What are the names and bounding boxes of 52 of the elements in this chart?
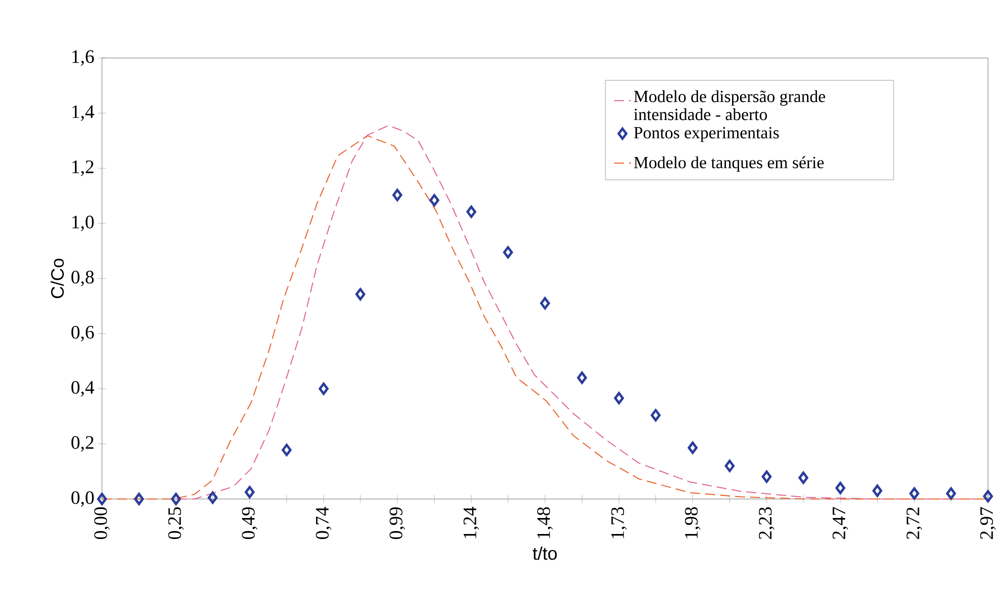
point xyxy=(540,297,550,310)
y-tick-label: 1,6 xyxy=(72,50,94,66)
point xyxy=(798,472,808,484)
y-tick-label: 1,4 xyxy=(72,105,94,121)
point xyxy=(724,460,735,472)
point xyxy=(650,409,661,422)
x-tick-label: 0,74 xyxy=(316,506,332,540)
x-tick-label: 2,23 xyxy=(758,507,774,539)
point xyxy=(983,490,993,502)
x-tick-label: 0,49 xyxy=(242,507,258,540)
y-tick-label: 0,0 xyxy=(71,491,94,507)
legend-label: Modelo de dispersão grande intensidade - aberto xyxy=(634,90,826,120)
point xyxy=(909,487,920,500)
x-tick-label: 2,72 xyxy=(906,508,922,539)
point xyxy=(688,442,698,454)
point xyxy=(577,372,587,384)
x-axis-title: t/to xyxy=(532,546,557,560)
x-tick-label: 2,47 xyxy=(832,507,848,539)
x-tick-label: 0,00 xyxy=(94,507,110,540)
point xyxy=(835,482,846,494)
x-tick-label: 1,24 xyxy=(464,506,480,538)
y-tick-label: 0,2 xyxy=(71,436,94,452)
x-tick-label: 1,73 xyxy=(611,507,627,538)
point xyxy=(134,492,144,506)
point xyxy=(392,188,402,202)
x-tick-label: 0,99 xyxy=(390,507,406,540)
x-tick-label: 2,97 xyxy=(980,507,996,539)
point xyxy=(355,288,366,300)
x-tick-label: 0,25 xyxy=(168,507,184,540)
legend-label: Pontos experimentais xyxy=(634,127,779,142)
y-tick-label: 1,0 xyxy=(72,216,94,232)
point xyxy=(466,206,476,218)
point xyxy=(208,491,218,504)
y-tick-label: 0,4 xyxy=(71,380,94,397)
point xyxy=(762,470,772,483)
x-tick-label: 1,48 xyxy=(537,507,553,538)
point xyxy=(614,392,624,404)
point xyxy=(872,484,882,497)
point xyxy=(429,194,440,206)
point xyxy=(318,382,329,395)
point xyxy=(282,444,292,456)
y-tick-label: 1,2 xyxy=(72,160,94,176)
point xyxy=(946,487,956,500)
point xyxy=(97,492,107,506)
point xyxy=(503,246,513,259)
point xyxy=(171,492,181,506)
y-tick-label: 0,8 xyxy=(71,270,94,286)
x-tick-label: 1,98 xyxy=(684,507,700,538)
y-tick-label: 0,6 xyxy=(71,326,94,342)
legend-label: Modelo de tanques em série xyxy=(634,156,824,172)
y-axis-title: C/Co xyxy=(50,258,64,298)
point xyxy=(244,486,255,498)
